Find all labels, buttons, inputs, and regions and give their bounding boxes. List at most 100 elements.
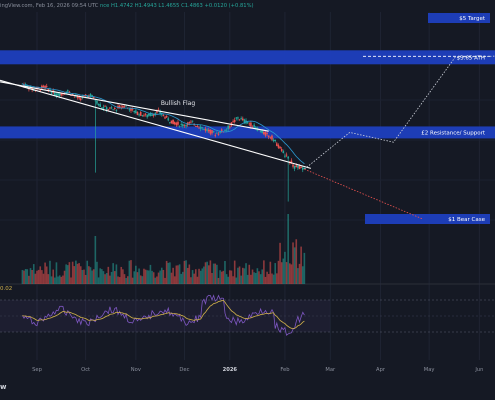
candle-body [182, 124, 184, 127]
candle-body [86, 95, 89, 98]
volume-bar [99, 268, 101, 284]
volume-bar [177, 265, 179, 284]
candle-body [183, 124, 186, 126]
zone-label: $3.65 ATH [457, 55, 485, 61]
volume-bar [264, 276, 267, 284]
volume-bar [285, 262, 288, 284]
volume-bar [272, 274, 275, 284]
rsi-panel [0, 294, 495, 336]
volume-bar [243, 268, 246, 284]
candle-body [237, 117, 239, 119]
zone-label: £2 Resistance/ Support [421, 130, 486, 136]
x-tick-label: Mar [325, 367, 336, 373]
candle-body [212, 131, 215, 133]
candle-body [303, 168, 306, 169]
volume-bar [183, 260, 186, 284]
candle-body [57, 92, 59, 96]
candle-body [105, 107, 108, 110]
volume-bar [47, 274, 50, 284]
candle-body [60, 93, 63, 96]
candle-body [293, 165, 296, 169]
candle-body [219, 131, 221, 134]
candle-body [261, 130, 264, 134]
volume-bar [52, 269, 55, 284]
volume-bar [214, 263, 217, 284]
volume-bar [195, 269, 197, 284]
candle-body [23, 84, 25, 87]
annotation-label: Bullish Flag [161, 100, 196, 107]
volume-bar [113, 271, 116, 284]
candle-body [259, 130, 262, 133]
candle-body [280, 149, 283, 151]
candle-body [267, 135, 270, 137]
volume-bar [199, 270, 202, 284]
volume-bar [269, 261, 272, 284]
volume-bar [193, 273, 195, 284]
ohlc-readout: nce H1.4742 H1.4943 L1.4655 C1.4863 +0.0… [100, 3, 254, 9]
volume-bar [75, 260, 77, 284]
candle-body [201, 127, 204, 129]
volume-bar [230, 270, 233, 284]
volume-bar [297, 268, 299, 284]
rsi-value: 0.02 [0, 286, 13, 292]
candle-body [133, 110, 136, 113]
candle-body [232, 121, 234, 123]
volume-bar [293, 247, 296, 284]
volume-bar [211, 272, 213, 284]
candle-body [97, 103, 100, 106]
candle-body [225, 129, 228, 131]
volume-bar [290, 264, 293, 284]
candle-body [156, 111, 158, 113]
x-tick-label: Sep [32, 367, 42, 373]
candle-body [243, 119, 246, 123]
volume-bar [203, 266, 205, 284]
volume-bar [91, 270, 93, 284]
candle-body [251, 127, 254, 129]
volume-bar [271, 273, 273, 284]
candle-body [282, 151, 285, 154]
volume-bar [49, 260, 51, 284]
volume-bar [26, 269, 29, 284]
candle-body [207, 129, 210, 132]
x-axis: Sep Oct Nov Dec 2026 Feb Mar Apr May Jun [32, 367, 483, 373]
volume-bar [79, 266, 82, 284]
volume-bar [58, 275, 61, 284]
volume-bar [232, 276, 234, 284]
candle-body [271, 135, 273, 140]
volume-bar [96, 261, 98, 284]
volume-bar [81, 270, 84, 284]
candle-body [144, 113, 147, 115]
price-zones [0, 13, 495, 224]
flag-upper-line [0, 81, 269, 132]
volume-bar [185, 260, 187, 284]
volume-bar [167, 262, 170, 284]
volume-bar [130, 260, 132, 284]
volume-bar [149, 264, 152, 284]
candle-body [128, 109, 131, 111]
candle-body [285, 154, 288, 156]
volume-bar [258, 271, 260, 284]
volume-bar [84, 274, 87, 284]
candle-body [49, 89, 51, 91]
candle-body [107, 109, 110, 110]
candle-body [233, 119, 236, 122]
volume-bar [206, 261, 208, 284]
volume-bar [173, 276, 176, 284]
candle-body [102, 106, 105, 109]
price-zone [0, 50, 495, 65]
rsi-ma-line [22, 299, 305, 329]
volume-bar [240, 275, 242, 284]
volume-bar [97, 277, 100, 284]
candle-body [47, 88, 50, 92]
candle-body [89, 93, 92, 97]
volume-bar [303, 252, 306, 284]
volume-bar [256, 268, 259, 284]
candle-body [113, 108, 116, 109]
candle-body [217, 133, 220, 135]
volume-bar [157, 272, 160, 284]
volume-bar [164, 277, 166, 284]
candle-body [42, 85, 45, 88]
volume-bar [144, 269, 147, 284]
bullish-projection-line [304, 55, 495, 170]
